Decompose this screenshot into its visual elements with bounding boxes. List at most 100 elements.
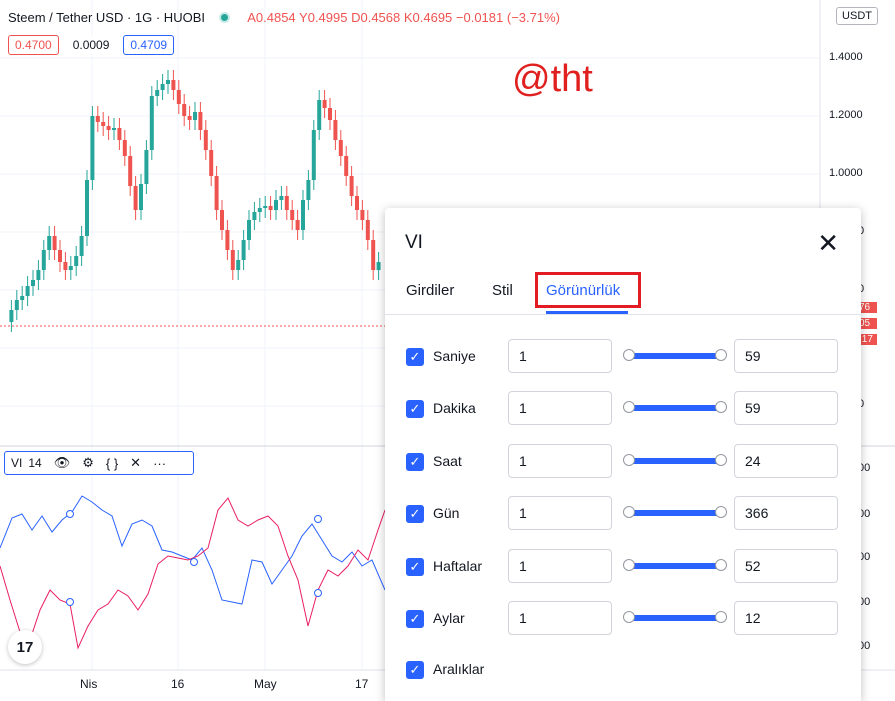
slider-min-handle[interactable] — [623, 401, 635, 413]
indicator-axis-label: 00 — [858, 462, 871, 474]
candle-body — [74, 256, 79, 266]
candle-body — [338, 140, 343, 156]
symbol-title[interactable]: Steem / Tether USD · 1G · HUOBI — [8, 10, 205, 25]
slider-min-handle[interactable] — [623, 454, 635, 466]
candle-body — [225, 230, 230, 250]
weeks-range-slider[interactable] — [623, 559, 727, 571]
tab-style[interactable]: Stil — [492, 282, 513, 299]
hours-range-slider[interactable] — [623, 454, 727, 466]
candle-body — [220, 210, 224, 230]
seconds-min-input[interactable]: 1 — [508, 339, 612, 373]
candle-body — [349, 176, 354, 196]
days-range-slider[interactable] — [623, 506, 727, 518]
candle-body — [279, 196, 284, 200]
candle-body — [365, 220, 370, 240]
tradingview-logo-icon[interactable]: 17 — [8, 630, 42, 664]
candle-body — [58, 250, 62, 262]
close-icon[interactable]: ✕ — [817, 228, 839, 258]
candle-body — [182, 104, 187, 116]
candle-body — [112, 128, 116, 130]
seconds-range-slider[interactable] — [623, 349, 727, 361]
minutes-range-slider[interactable] — [623, 401, 727, 413]
candle-body — [52, 236, 57, 250]
checkbox-months[interactable]: ✓ — [406, 610, 424, 628]
price-label: 1.2000 — [829, 109, 863, 121]
symbol-header: Steem / Tether USD · 1G · HUOBI A0.4854 … — [8, 10, 560, 25]
slider-max-handle[interactable] — [715, 454, 727, 466]
price-label: 1.4000 — [829, 51, 863, 63]
eye-icon[interactable]: 👁 — [53, 455, 71, 470]
more-icon[interactable]: ··· — [153, 455, 167, 471]
candle-body — [14, 300, 19, 310]
visibility-row-weeks: ✓ Haftalar 1 52 — [385, 549, 861, 585]
candle-body — [241, 240, 246, 260]
candle-body — [306, 180, 311, 200]
checkbox-days[interactable]: ✓ — [406, 505, 424, 523]
weeks-min-input[interactable]: 1 — [508, 549, 612, 583]
tab-inputs[interactable]: Girdiler — [406, 282, 455, 299]
spread-value: 0.0009 — [66, 36, 116, 54]
checkbox-hours[interactable]: ✓ — [406, 453, 424, 471]
source-code-icon[interactable]: { } — [105, 455, 119, 471]
price-tag: 76 — [858, 302, 877, 313]
checkbox-weeks[interactable]: ✓ — [406, 558, 424, 576]
indicator-settings-dialog: VI ✕ Girdiler Stil Görünürlük ✓ Saniye 1… — [385, 208, 861, 701]
slider-min-handle[interactable] — [623, 559, 635, 571]
hours-min-input[interactable]: 1 — [508, 444, 612, 478]
candle-body — [209, 150, 214, 176]
checkbox-ranges[interactable]: ✓ — [406, 661, 424, 679]
minutes-min-input[interactable]: 1 — [508, 391, 612, 425]
candle-body — [117, 128, 122, 140]
candle-body — [63, 262, 68, 270]
checkbox-minutes[interactable]: ✓ — [406, 400, 424, 418]
indicator-axis-label: 00 — [858, 640, 871, 652]
candle-body — [20, 296, 25, 300]
days-min-input[interactable]: 1 — [508, 496, 612, 530]
candle-body — [160, 84, 165, 90]
candle-body — [149, 96, 154, 150]
candle-body — [301, 200, 305, 230]
checkbox-seconds[interactable]: ✓ — [406, 348, 424, 366]
slider-max-handle[interactable] — [715, 611, 727, 623]
slider-min-handle[interactable] — [623, 611, 635, 623]
months-range-slider[interactable] — [623, 611, 727, 623]
minutes-max-input[interactable]: 59 — [734, 391, 838, 425]
candle-body — [317, 100, 322, 130]
close-icon[interactable]: ✕ — [130, 455, 142, 470]
days-max-input[interactable]: 366 — [734, 496, 838, 530]
candle-body — [290, 210, 295, 220]
indicator-legend[interactable]: VI 14 👁 ⚙ { } ✕ ··· — [4, 451, 194, 475]
candle-body — [322, 100, 327, 108]
months-max-input[interactable]: 12 — [734, 601, 838, 635]
slider-min-handle[interactable] — [623, 506, 635, 518]
hours-max-input[interactable]: 24 — [734, 444, 838, 478]
slider-max-handle[interactable] — [715, 559, 727, 571]
slider-max-handle[interactable] — [715, 506, 727, 518]
currency-button[interactable]: USDT — [836, 7, 878, 25]
visibility-row-months: ✓ Aylar 1 12 — [385, 601, 861, 637]
weeks-max-input[interactable]: 52 — [734, 549, 838, 583]
candle-body — [198, 112, 203, 130]
slider-max-handle[interactable] — [715, 349, 727, 361]
price-label: 1.0000 — [829, 167, 863, 179]
visibility-row-days: ✓ Gün 1 366 — [385, 496, 861, 532]
slider-min-handle[interactable] — [623, 349, 635, 361]
visibility-row-hours: ✓ Saat 1 24 — [385, 444, 861, 480]
seconds-max-input[interactable]: 59 — [734, 339, 838, 373]
row-label: Haftalar — [433, 558, 483, 574]
buy-price-button[interactable]: 0.4709 — [123, 35, 175, 55]
candle-body — [128, 156, 133, 186]
candle-body — [274, 200, 278, 210]
candle-body — [166, 80, 170, 84]
sell-price-button[interactable]: 0.4700 — [8, 35, 59, 55]
price-label: 0 — [858, 398, 865, 410]
market-open-icon — [218, 12, 230, 23]
bid-ask-row: 0.4700 0.0009 0.4709 — [8, 35, 175, 55]
candle-body — [101, 122, 106, 126]
slider-max-handle[interactable] — [715, 401, 727, 413]
months-min-input[interactable]: 1 — [508, 601, 612, 635]
time-label: 17 — [355, 677, 369, 691]
candle-body — [139, 184, 143, 210]
gear-icon[interactable]: ⚙ — [82, 455, 94, 470]
tab-visibility[interactable]: Görünürlük — [546, 282, 621, 299]
